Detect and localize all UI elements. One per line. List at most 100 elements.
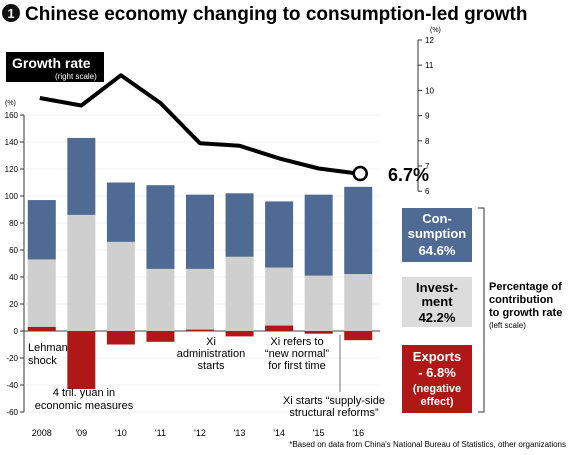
- annotation-stimulus: 4 tril. yuan in economic measures: [35, 387, 134, 412]
- left-tick-label: 80: [9, 219, 18, 228]
- bar-consumption: [146, 185, 175, 269]
- x-tick-label: '11: [155, 428, 166, 438]
- growth-rate-sublabel: (right scale): [55, 72, 97, 81]
- title-number: 1: [7, 6, 14, 21]
- legend-investment-line1: Invest-: [416, 280, 458, 295]
- side-note-line1: Percentage of: [489, 281, 562, 293]
- bar-exports: [186, 329, 214, 331]
- left-tick-label: -40: [6, 381, 18, 390]
- annotation-supply-side: Xi starts “supply-side structural reform…: [283, 395, 385, 419]
- bar-consumption: [27, 200, 56, 260]
- left-tick-label: 20: [9, 300, 18, 309]
- bar-investment: [106, 241, 135, 331]
- right-tick-label: 6: [425, 187, 430, 196]
- bar-investment: [304, 275, 333, 331]
- bar-investment: [265, 267, 294, 331]
- bar-consumption: [304, 194, 333, 276]
- left-tick-label: 120: [5, 165, 19, 174]
- x-tick-label: '09: [75, 428, 87, 438]
- legend-investment-box: [402, 277, 472, 327]
- footnote: *Based on data from China's National Bur…: [289, 440, 566, 449]
- right-tick-label: 10: [425, 86, 434, 95]
- legend-consumption-line1: Con-: [422, 211, 452, 226]
- legend-consumption-value: 64.6%: [419, 243, 456, 258]
- annotation-xi-admin-line3: starts: [198, 360, 225, 372]
- legend-exports-box: [402, 345, 472, 413]
- right-tick-label: 11: [425, 61, 434, 70]
- bar-investment: [225, 256, 254, 331]
- x-axis: 2008 '09 '10 '11 '12 '13 '14 '15 '16: [32, 428, 364, 438]
- bar-exports: [304, 331, 333, 334]
- chart-title: Chinese economy changing to consumption-…: [25, 4, 527, 25]
- left-tick-label: 40: [9, 273, 18, 282]
- left-tick-label: 60: [9, 246, 18, 255]
- x-tick-label: '16: [352, 428, 364, 438]
- annotation-xi-admin-line1: Xi: [206, 336, 216, 348]
- bar-investment: [67, 214, 96, 331]
- bar-exports: [344, 331, 373, 341]
- bars: [27, 137, 373, 390]
- annotation-stimulus-line2: economic measures: [35, 400, 134, 412]
- bar-exports: [225, 331, 254, 337]
- growth-rate-label-box: [6, 52, 104, 82]
- annotation-new-normal: Xi refers to “new normal” for first time: [265, 336, 330, 372]
- annotation-supply-side-line1: Xi starts “supply-side: [283, 395, 385, 407]
- legend-exports-line4: effect): [420, 396, 453, 408]
- annotation-lehman: Lehman shock: [28, 342, 68, 367]
- title-number-badge: [2, 4, 20, 22]
- right-axis: 12 11 10 9 8 7 6: [417, 36, 434, 196]
- left-tick-label: -20: [6, 354, 18, 363]
- legend-exports-line3: (negative: [413, 383, 461, 395]
- bar-exports: [27, 326, 56, 331]
- growth-rate-line: [39, 73, 359, 176]
- x-tick-label: '12: [194, 428, 206, 438]
- x-tick-label: 2008: [32, 428, 52, 438]
- bar-consumption: [67, 137, 96, 215]
- annotation-supply-side-line2: structural reforms”: [289, 407, 379, 419]
- bar-investment: [186, 268, 214, 331]
- legend-exports-line1: Exports: [413, 349, 461, 364]
- bar-consumption: [265, 201, 294, 268]
- left-tick-label: 100: [5, 192, 19, 201]
- x-tick-label: '10: [115, 428, 127, 438]
- growth-rate-label: Growth rate: [12, 55, 91, 71]
- legend-consumption-line2: sumption: [408, 226, 467, 241]
- growth-rate-line-group: [39, 73, 368, 182]
- bar-investment: [344, 274, 373, 331]
- right-axis-unit: (%): [430, 27, 441, 34]
- left-tick-label: 140: [5, 138, 19, 147]
- annotation-xi-admin: Xi administration starts: [177, 336, 245, 372]
- bar-investment: [146, 268, 175, 331]
- annotation-lehman-line1: Lehman: [28, 342, 68, 354]
- left-axis-unit: (%): [5, 100, 16, 107]
- annotation-new-normal-line3: for first time: [268, 360, 325, 372]
- annotation-new-normal-line2: “new normal”: [265, 348, 330, 360]
- legend-consumption-box: [402, 208, 472, 262]
- legend-investment-value: 42.2%: [419, 310, 456, 325]
- side-note-line4: (left scale): [489, 321, 526, 330]
- legend-exports-line2: - 6.8%: [418, 365, 456, 380]
- bar-exports: [265, 325, 294, 331]
- bar-exports: [106, 331, 135, 345]
- right-tick-label: 7: [425, 162, 430, 171]
- left-tick-label: 160: [5, 111, 19, 120]
- bar-consumption: [225, 193, 254, 257]
- left-axis: 160 140 120 100 80 60 40 20 0 -20 -40 -60: [5, 111, 25, 417]
- left-tick-label: -60: [6, 408, 18, 417]
- bar-investment: [27, 259, 56, 331]
- x-tick-label: '13: [234, 428, 246, 438]
- end-value-label: 6.7%: [388, 165, 429, 185]
- annotation-new-normal-line1: Xi refers to: [270, 336, 323, 348]
- side-note-line2: contribution: [489, 294, 553, 306]
- x-tick-label: '15: [313, 428, 325, 438]
- bar-consumption: [186, 194, 214, 269]
- right-tick-label: 9: [425, 112, 430, 121]
- contribution-bracket: [478, 207, 485, 413]
- right-tick-label: 8: [425, 137, 430, 146]
- annotation-lehman-line2: shock: [28, 355, 57, 367]
- annotation-xi-admin-line2: administration: [177, 348, 245, 360]
- annotation-stimulus-line1: 4 tril. yuan in: [53, 387, 115, 399]
- bar-consumption: [344, 186, 373, 275]
- side-note-line3: to growth rate: [489, 307, 562, 319]
